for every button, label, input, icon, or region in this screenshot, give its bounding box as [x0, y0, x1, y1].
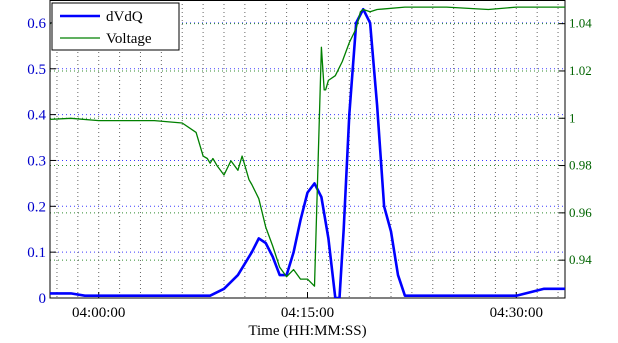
y-left-tick-label: 0.6	[27, 16, 46, 32]
y-left-tick-label: 0	[39, 291, 47, 307]
x-tick-label: 04:30:00	[490, 305, 543, 321]
y-right-tick-label: 0.98	[569, 158, 592, 173]
y-left-tick-label: 0.5	[27, 62, 46, 78]
legend-label-voltage: Voltage	[106, 31, 152, 47]
x-tick-label: 04:15:00	[281, 305, 334, 321]
legend-label-dvdq: dVdQ	[106, 9, 143, 25]
y-right-tick-label: 1.02	[569, 63, 592, 78]
x-tick-label: 04:00:00	[72, 305, 125, 321]
y-left-tick-label: 0.4	[27, 108, 46, 124]
x-axis-label: Time (HH:MM:SS)	[248, 323, 366, 339]
axes: 0 0.1 0.2 0.3 0.4 0.5 0.6 0.94 0.96 0.98 1 1.02 1.04…	[27, 0, 592, 321]
series-line-voltage	[50, 6, 565, 287]
y-left-tick-label: 0.3	[27, 153, 46, 169]
y-right-tick-label: 1	[569, 110, 576, 125]
y-left-tick-label: 0.2	[27, 199, 46, 215]
legend: dVdQ Voltage	[51, 2, 180, 51]
y-left-tick-label: 0.1	[27, 245, 46, 261]
series-layer	[50, 6, 565, 298]
grid	[50, 0, 565, 299]
series-line-dvdq	[50, 7, 565, 298]
legend-box	[51, 2, 180, 51]
y-right-tick-label: 0.94	[569, 252, 592, 267]
y-right-tick-label: 0.96	[569, 205, 592, 220]
y-right-tick-label: 1.04	[569, 16, 592, 31]
